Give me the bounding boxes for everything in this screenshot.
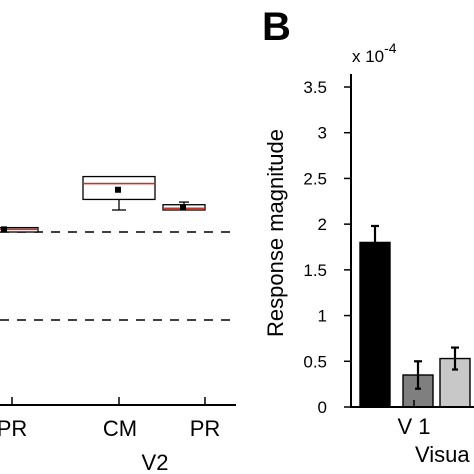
- y-scale-base: x 10: [352, 47, 384, 66]
- x-tick-label-cm: CM: [103, 416, 137, 441]
- y-tick-label-0: 0: [318, 398, 327, 417]
- boxes-layer: [0, 175, 236, 321]
- y-tick-label-7: 3.5: [303, 78, 327, 97]
- y-tick-label-5: 2.5: [303, 169, 327, 188]
- y-scale-label: x 10-4: [352, 40, 397, 66]
- box-plot-panel: PR CM PR V2: [0, 175, 236, 474]
- x-tick-label-v1: V 1: [397, 414, 430, 439]
- group-label-v2: V2: [142, 450, 169, 474]
- y-tick-label-4: 2: [318, 215, 327, 234]
- y-ticks-layer: 0 0.5 1 1.5 2 2.5 3 3.5: [303, 78, 351, 417]
- x-axis-label: Visua: [415, 442, 470, 467]
- mean-marker-0: [1, 226, 7, 233]
- mean-marker-1: [115, 186, 121, 193]
- x-tick-label-pr-right: PR: [190, 416, 221, 441]
- y-axis-label: Response magnitude: [263, 129, 288, 337]
- bars-layer: [359, 224, 471, 408]
- bar-chart-panel: B x 10-4 Response magnitude 0 0.5 1 1.5 2 2.5…: [262, 5, 474, 467]
- y-tick-label-6: 3: [318, 124, 327, 143]
- y-tick-label-3: 1.5: [303, 261, 327, 280]
- mean-marker-2: [180, 204, 186, 211]
- y-tick-label-2: 1: [318, 307, 327, 326]
- bar-0: [359, 241, 391, 408]
- x-tick-label-pr-left: PR: [0, 416, 27, 441]
- panel-label: B: [262, 5, 291, 49]
- y-tick-label-1: 0.5: [303, 352, 327, 371]
- y-scale-exponent: -4: [384, 40, 397, 56]
